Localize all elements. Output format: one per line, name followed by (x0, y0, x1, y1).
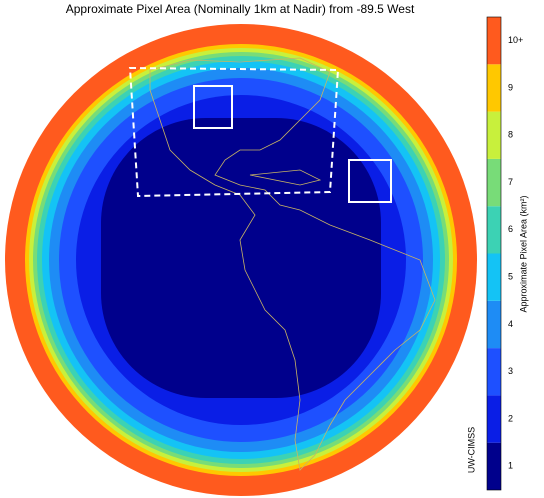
colorbar-swatch (487, 395, 501, 443)
colorbar-tick-label: 9 (508, 82, 513, 92)
globe (5, 24, 477, 496)
colorbar-tick-label: 3 (508, 366, 513, 376)
colorbar-frame (486, 16, 502, 491)
colorbar-tick-label: 5 (508, 272, 513, 282)
colorbar-tick-label: 2 (508, 413, 513, 423)
map-title: Approximate Pixel Area (Nominally 1km at… (66, 2, 415, 16)
colorbar-tick-label: 6 (508, 224, 513, 234)
colorbar-label: Approximate Pixel Area (km²) (518, 195, 528, 312)
colorbar-tick-label: 1 (508, 461, 513, 471)
colorbar-swatch (487, 206, 501, 254)
colorbar-swatch (487, 348, 501, 396)
globe-ring (101, 118, 381, 398)
colorbar-swatch (487, 253, 501, 301)
colorbar-swatch (487, 158, 501, 207)
colorbar-tick-label: 4 (508, 319, 513, 329)
mesoscale-box (348, 159, 392, 203)
colorbar-swatch (487, 300, 501, 349)
coastlines (149, 57, 436, 471)
colorbar-swatch (487, 17, 501, 65)
credit: UW-CIMSS (466, 427, 476, 473)
colorbar-tick-label: 8 (508, 130, 513, 140)
colorbar: 1 2 3 4 5 6 7 8 9 10+ (486, 16, 523, 491)
colorbar-swatch (487, 442, 501, 490)
caribbean-outline (249, 169, 322, 186)
mesoscale-box (193, 85, 233, 129)
conus-sector (128, 66, 340, 198)
colorbar-swatch (487, 64, 501, 112)
colorbar-tick-label: 10+ (508, 35, 523, 45)
colorbar-swatch (487, 111, 501, 159)
colorbar-tick-label: 7 (508, 177, 513, 187)
americas-outline (149, 57, 436, 471)
scan-boxes (128, 66, 392, 203)
